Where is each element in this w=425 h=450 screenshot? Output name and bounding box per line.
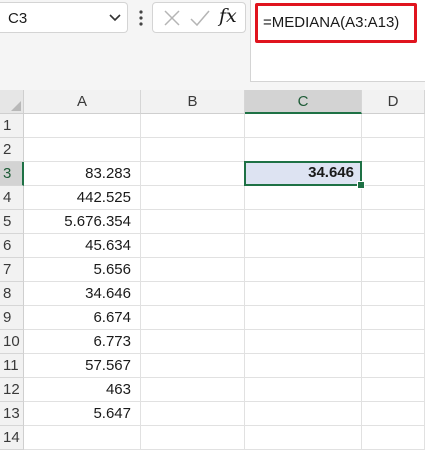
cell-b8[interactable]	[141, 282, 245, 306]
cell-a14[interactable]	[24, 426, 141, 450]
name-box-value: C3	[8, 10, 28, 27]
chevron-down-icon[interactable]	[108, 12, 122, 24]
cell-b2[interactable]	[141, 138, 245, 162]
row-header[interactable]: 5	[0, 210, 24, 234]
cell-a12[interactable]: 463	[24, 378, 141, 402]
active-cell-c3[interactable]: 34.646	[244, 161, 362, 186]
cell-d3[interactable]	[362, 162, 425, 186]
column-header-d[interactable]: D	[362, 90, 425, 114]
cell-b9[interactable]	[141, 306, 245, 330]
select-all-icon	[11, 101, 21, 111]
column-header-c[interactable]: C	[245, 90, 362, 114]
cell-a11[interactable]: 57.567	[24, 354, 141, 378]
cell-d10[interactable]	[362, 330, 425, 354]
row-header[interactable]: 14	[0, 426, 24, 450]
cell-b11[interactable]	[141, 354, 245, 378]
cell-c7[interactable]	[245, 258, 362, 282]
cell-b12[interactable]	[141, 378, 245, 402]
cell-c1[interactable]	[245, 114, 362, 138]
row-header[interactable]: 7	[0, 258, 24, 282]
column-header-b[interactable]: B	[141, 90, 245, 114]
cell-d6[interactable]	[362, 234, 425, 258]
cell-c2[interactable]	[245, 138, 362, 162]
cell-d11[interactable]	[362, 354, 425, 378]
cell-b7[interactable]	[141, 258, 245, 282]
insert-function-icon[interactable]: fx	[219, 5, 237, 27]
cell-d5[interactable]	[362, 210, 425, 234]
row-header[interactable]: 11	[0, 354, 24, 378]
row-header[interactable]: 4	[0, 186, 24, 210]
fill-handle[interactable]	[357, 181, 365, 189]
spreadsheet-grid: A B C D 1 2 3 4 5 6 7 8 9 10 11 12 13 14…	[0, 90, 425, 450]
cell-d2[interactable]	[362, 138, 425, 162]
cell-a13[interactable]: 5.647	[24, 402, 141, 426]
cell-b10[interactable]	[141, 330, 245, 354]
row-header[interactable]: 9	[0, 306, 24, 330]
cell-a2[interactable]	[24, 138, 141, 162]
cell-b3[interactable]	[141, 162, 245, 186]
row-header[interactable]: 10	[0, 330, 24, 354]
formula-bar: C3 fx =MEDIANA(A3:A13)	[0, 0, 425, 112]
formula-input[interactable]: =MEDIANA(A3:A13)	[255, 3, 417, 43]
cell-d8[interactable]	[362, 282, 425, 306]
cell-b14[interactable]	[141, 426, 245, 450]
cell-d9[interactable]	[362, 306, 425, 330]
row-header[interactable]: 2	[0, 138, 24, 162]
column-header-a[interactable]: A	[24, 90, 141, 114]
formula-buttons: fx	[152, 2, 246, 33]
cell-a1[interactable]	[24, 114, 141, 138]
cell-a4[interactable]: 442.525	[24, 186, 141, 210]
cell-b5[interactable]	[141, 210, 245, 234]
cell-b1[interactable]	[141, 114, 245, 138]
cell-a8[interactable]: 34.646	[24, 282, 141, 306]
cell-d12[interactable]	[362, 378, 425, 402]
check-icon[interactable]	[189, 9, 211, 27]
cell-c14[interactable]	[245, 426, 362, 450]
select-all-button[interactable]	[0, 90, 24, 114]
cell-c6[interactable]	[245, 234, 362, 258]
cell-a6[interactable]: 45.634	[24, 234, 141, 258]
cell-c9[interactable]	[245, 306, 362, 330]
cell-c10[interactable]	[245, 330, 362, 354]
cell-d4[interactable]	[362, 186, 425, 210]
row-header[interactable]: 1	[0, 114, 24, 138]
cell-a5[interactable]: 5.676.354	[24, 210, 141, 234]
cell-b6[interactable]	[141, 234, 245, 258]
cell-b13[interactable]	[141, 402, 245, 426]
name-box[interactable]: C3	[0, 2, 128, 33]
cell-d1[interactable]	[362, 114, 425, 138]
cell-d7[interactable]	[362, 258, 425, 282]
row-header[interactable]: 8	[0, 282, 24, 306]
cell-c11[interactable]	[245, 354, 362, 378]
cell-b4[interactable]	[141, 186, 245, 210]
cell-a10[interactable]: 6.773	[24, 330, 141, 354]
cell-d14[interactable]	[362, 426, 425, 450]
cell-a7[interactable]: 5.656	[24, 258, 141, 282]
cell-a9[interactable]: 6.674	[24, 306, 141, 330]
cell-d13[interactable]	[362, 402, 425, 426]
more-options-icon[interactable]	[138, 9, 144, 27]
row-header[interactable]: 13	[0, 402, 24, 426]
cell-a3[interactable]: 83.283	[24, 162, 141, 186]
row-header[interactable]: 3	[0, 162, 24, 186]
cancel-icon[interactable]	[163, 9, 181, 27]
cell-c12[interactable]	[245, 378, 362, 402]
cell-c5[interactable]	[245, 210, 362, 234]
row-header[interactable]: 6	[0, 234, 24, 258]
cell-c8[interactable]	[245, 282, 362, 306]
row-header[interactable]: 12	[0, 378, 24, 402]
cell-c4[interactable]	[245, 186, 362, 210]
cell-c13[interactable]	[245, 402, 362, 426]
